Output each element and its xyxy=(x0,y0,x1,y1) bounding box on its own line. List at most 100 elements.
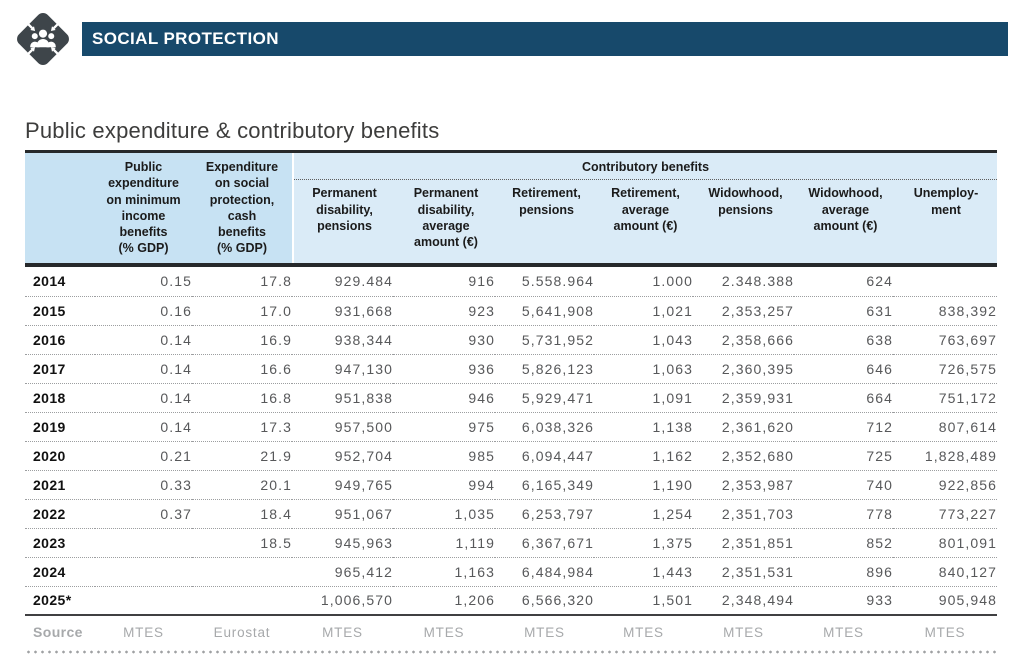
section-banner-title: SOCIAL PROTECTION xyxy=(92,29,279,48)
value-cell: 1.000 xyxy=(594,267,693,297)
value-cell: 5,826,123 xyxy=(495,354,594,384)
value-cell xyxy=(95,586,192,616)
col-header-public-expenditure: Public expenditure on minimum income ben… xyxy=(95,153,192,263)
value-cell: 945,963 xyxy=(292,528,393,558)
value-cell: 1,443 xyxy=(594,557,693,587)
value-cell: 994 xyxy=(393,470,495,500)
value-cell: 938,344 xyxy=(292,325,393,355)
value-cell: 0.16 xyxy=(95,296,192,326)
col-header-permanent-disability-pensions: Permanent disability, pensions xyxy=(312,186,377,233)
value-cell: 2,361,620 xyxy=(693,412,794,442)
value-cell: 2,348,494 xyxy=(693,586,794,616)
value-cell: 2,351,531 xyxy=(693,557,794,587)
table-row: 2022 0.37 18.4 951,067 1,035 6,253,797 1,254 2,… xyxy=(25,499,997,529)
value-cell: 1,206 xyxy=(393,586,495,616)
value-cell: 1,828,489 xyxy=(893,441,997,471)
col-header-widowhood-pensions: Widowhood, pensions xyxy=(708,186,783,217)
value-cell: 0.37 xyxy=(95,499,192,529)
value-cell: 951,838 xyxy=(292,383,393,413)
value-cell: 957,500 xyxy=(292,412,393,442)
value-cell: 2,351,851 xyxy=(693,528,794,558)
value-cell: 16.9 xyxy=(192,325,292,355)
table-row: 2018 0.14 16.8 951,838 946 5,929,471 1,091 2,35… xyxy=(25,383,997,413)
value-cell: 5,641,908 xyxy=(495,296,594,326)
value-cell: 6,484,984 xyxy=(495,557,594,587)
value-cell: 16.8 xyxy=(192,383,292,413)
table-row: 2021 0.33 20.1 949,765 994 6,165,349 1,190 2,35… xyxy=(25,470,997,500)
source-cell: MTES xyxy=(524,624,565,640)
source-cell: MTES xyxy=(423,624,465,640)
value-cell: 2.348.388 xyxy=(693,267,794,297)
value-cell xyxy=(192,586,292,616)
value-cell: 6,367,671 xyxy=(495,528,594,558)
value-cell: 2,358,666 xyxy=(693,325,794,355)
value-cell: 6,038,326 xyxy=(495,412,594,442)
value-cell: 923 xyxy=(393,296,495,326)
col-header-permanent-disability-average: Permanent disability, average amount (€) xyxy=(413,186,479,249)
table-row: 2020 0.21 21.9 952,704 985 6,094,447 1,162 2,35… xyxy=(25,441,997,471)
value-cell: 1,063 xyxy=(594,354,693,384)
value-cell: 946 xyxy=(393,383,495,413)
value-cell: 6,566,320 xyxy=(495,586,594,616)
value-cell: 763,697 xyxy=(893,325,997,355)
value-cell: 638 xyxy=(794,325,893,355)
value-cell: 6,253,797 xyxy=(495,499,594,529)
value-cell: 2,351,703 xyxy=(693,499,794,529)
value-cell: 936 xyxy=(393,354,495,384)
row-year: 2024 xyxy=(25,557,95,587)
row-year: 2016 xyxy=(25,325,95,355)
table-header: Public expenditure on minimum income ben… xyxy=(25,150,997,267)
table-row: 2016 0.14 16.9 938,344 930 5,731,952 1,043 2,35… xyxy=(25,325,997,355)
value-cell: 2,353,257 xyxy=(693,296,794,326)
value-cell: 947,130 xyxy=(292,354,393,384)
value-cell: 5,929,471 xyxy=(495,383,594,413)
value-cell: 801,091 xyxy=(893,528,997,558)
value-cell xyxy=(95,528,192,558)
value-cell: 2,353,987 xyxy=(693,470,794,500)
value-cell: 725 xyxy=(794,441,893,471)
table-data-grid: 2014 0.15 17.8 929.484 916 5.558.964 1.000 2.34… xyxy=(25,267,997,648)
value-cell: 965,412 xyxy=(292,557,393,587)
source-cell: Eurostat xyxy=(213,624,271,640)
value-cell: 17.3 xyxy=(192,412,292,442)
value-cell: 18.5 xyxy=(192,528,292,558)
people-converge-icon xyxy=(17,13,69,65)
page-header: SOCIAL PROTECTION xyxy=(0,0,1024,80)
row-year: 2015 xyxy=(25,296,95,326)
source-cell: MTES xyxy=(924,624,966,640)
value-cell: 1,035 xyxy=(393,499,495,529)
value-cell: 896 xyxy=(794,557,893,587)
value-cell: 2,360,395 xyxy=(693,354,794,384)
value-cell: 740 xyxy=(794,470,893,500)
group-header-label: Contributory benefits xyxy=(581,160,710,174)
value-cell: 840,127 xyxy=(893,557,997,587)
row-year: 2023 xyxy=(25,528,95,558)
value-cell xyxy=(95,557,192,587)
value-cell: 0.15 xyxy=(95,267,192,297)
value-cell: 931,668 xyxy=(292,296,393,326)
value-cell: 773,227 xyxy=(893,499,997,529)
value-cell: 624 xyxy=(794,267,893,297)
table-row: 2024 965,412 1,163 6,484,984 1,443 2,351,531 8… xyxy=(25,557,997,587)
value-cell: 778 xyxy=(794,499,893,529)
row-year: 2021 xyxy=(25,470,95,500)
value-cell: 2,359,931 xyxy=(693,383,794,413)
value-cell: 646 xyxy=(794,354,893,384)
row-year: 2022 xyxy=(25,499,95,529)
table-row: 2023 18.5 945,963 1,119 6,367,671 1,375 2,351,… xyxy=(25,528,997,558)
row-year: 2018 xyxy=(25,383,95,413)
value-cell: 1,091 xyxy=(594,383,693,413)
value-cell: 0.21 xyxy=(95,441,192,471)
value-cell: 951,067 xyxy=(292,499,393,529)
table-body: 2014 0.15 17.8 929.484 916 5.558.964 1.000 2.34… xyxy=(25,267,997,648)
value-cell: 21.9 xyxy=(192,441,292,471)
source-row: Source MTES Eurostat MTES MTES MTES MTES MTES MT… xyxy=(25,615,997,648)
bottom-dotted-divider xyxy=(25,650,997,654)
row-year: 2014 xyxy=(25,267,95,297)
value-cell: 952,704 xyxy=(292,441,393,471)
value-cell: 905,948 xyxy=(893,586,997,616)
value-cell: 1,190 xyxy=(594,470,693,500)
source-cell: MTES xyxy=(623,624,664,640)
value-cell: 975 xyxy=(393,412,495,442)
value-cell: 1,254 xyxy=(594,499,693,529)
